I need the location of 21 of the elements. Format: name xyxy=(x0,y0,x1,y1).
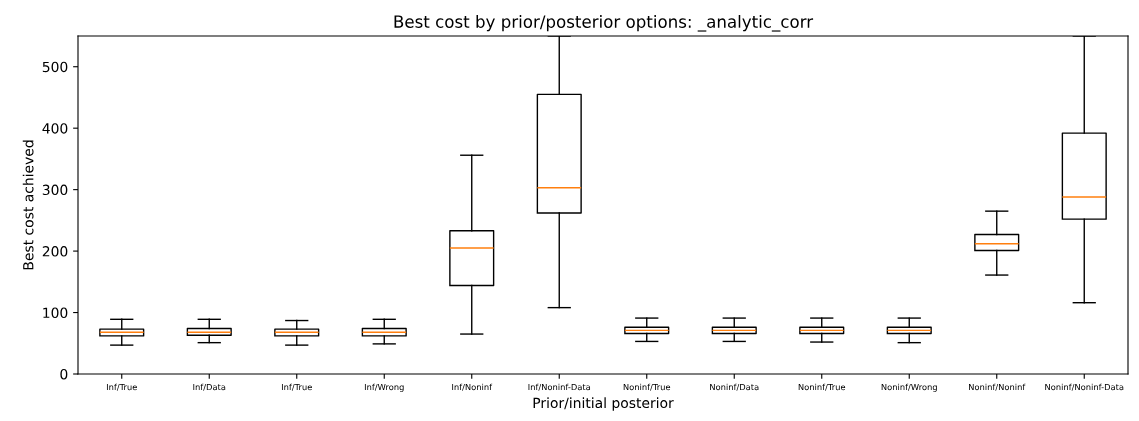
x-axis-title: Prior/initial posterior xyxy=(533,397,674,411)
y-tick-label: 100 xyxy=(43,307,68,319)
y-tick-label: 200 xyxy=(42,246,68,257)
x-tick-label: Noninf/Noninf-Data xyxy=(1045,383,1124,391)
x-tick-label: Inf/Wrong xyxy=(364,383,404,392)
y-tick-label: 0 xyxy=(60,368,68,380)
y-axis-title: Best cost achieved xyxy=(22,140,34,270)
x-tick-label: Inf/True xyxy=(106,383,137,391)
x-tick-label: Inf/True xyxy=(281,383,312,391)
x-tick-label: Inf/Noninf-Data xyxy=(528,383,591,391)
x-tick-label: Noninf/True xyxy=(798,383,846,391)
x-tick-label: Noninf/True xyxy=(623,383,671,391)
x-tick-label: Noninf/Data xyxy=(710,383,759,391)
y-tick-label: 400 xyxy=(42,123,68,134)
x-tick-label: Noninf/Wrong xyxy=(881,383,937,392)
x-tick-label: Inf/Data xyxy=(193,383,226,391)
x-tick-label: Noninf/Noninf xyxy=(969,383,1026,391)
y-tick-label: 300 xyxy=(42,184,68,196)
y-tick-label: 500 xyxy=(42,61,68,73)
chart-title: Best cost by prior/posterior options: _analytic_corr xyxy=(394,15,814,32)
x-tick-label: Inf/Noninf xyxy=(452,383,493,391)
